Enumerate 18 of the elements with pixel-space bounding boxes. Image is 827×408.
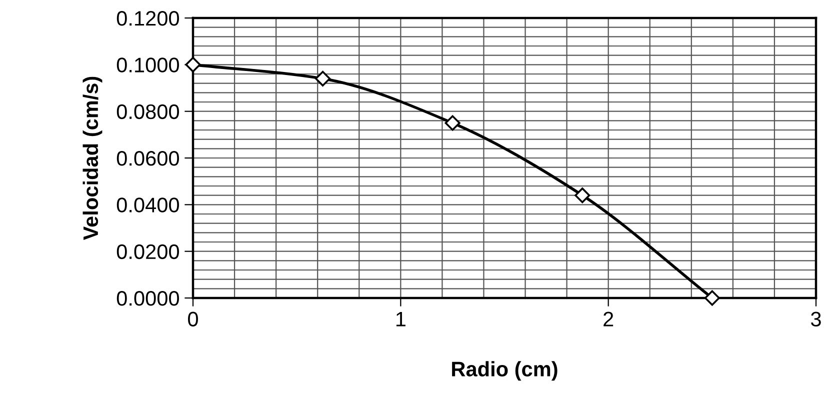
point xyxy=(574,188,590,204)
point xyxy=(315,70,331,86)
x-axis-title: Radio (cm) xyxy=(452,361,558,381)
x-tick-label: 3 xyxy=(811,312,821,326)
x-tick-label: 0 xyxy=(188,312,198,326)
y-tick-label: 0.0400 xyxy=(116,198,179,212)
y-tick-label: 0.1000 xyxy=(116,58,179,72)
point xyxy=(444,115,460,131)
y-tick-label: 0.0600 xyxy=(116,151,179,166)
point xyxy=(704,290,720,306)
y-tick-label: 0.1200 xyxy=(116,11,179,26)
y-axis-title: Velocidad (cm/s) xyxy=(82,76,102,240)
y-tick-label: 0.0000 xyxy=(116,291,179,306)
x-tick-label: 1 xyxy=(396,312,406,326)
y-tick-label: 0.0200 xyxy=(116,244,179,260)
x-tick-label: 2 xyxy=(604,312,614,326)
point xyxy=(185,56,201,72)
y-tick-label: 0.0800 xyxy=(116,104,179,120)
